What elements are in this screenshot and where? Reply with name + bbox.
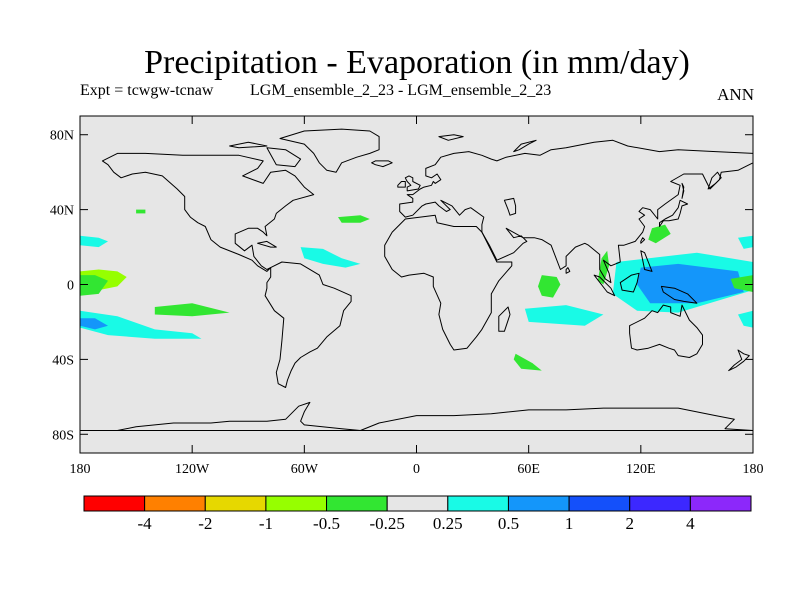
coastline-cuba (257, 240, 277, 248)
colorbar-label: 4 (686, 514, 695, 533)
anomaly-dateline-cyan-south (738, 310, 753, 328)
map-axes: 80N 40N 0 40S 80S 180 120W 60W 0 60E 120E 180 (50, 116, 764, 477)
coastline-philippines (640, 250, 653, 272)
anomaly-pacific-west-green2 (80, 275, 108, 296)
coastline-new-guinea (660, 285, 698, 304)
colorbar-swatch (447, 495, 509, 512)
colorbar-swatch (265, 495, 328, 512)
colorbar-label: -0.5 (313, 514, 340, 533)
anomaly-warm-pool-blue (637, 263, 744, 304)
coastline-eurasia (399, 139, 753, 284)
anomaly-pacific-blue-patch (80, 318, 108, 330)
chart-title: Precipitation - Evaporation (in mm/day) (144, 44, 690, 81)
y-tick-label: 40S (52, 353, 74, 368)
anomaly-indian-green-south (513, 353, 542, 371)
coastlines (80, 128, 753, 431)
coastline-sri-lanka (565, 267, 571, 274)
coastline-australia (629, 304, 703, 358)
x-tick-label: 180 (70, 462, 91, 477)
coastline-south-america (264, 261, 352, 388)
colorbar-label: -1 (259, 514, 273, 533)
colorbar: -4 -2 -1 -0.5 -0.25 0.25 0.5 1 2 4 (83, 495, 752, 533)
anomaly-atlantic-green-north (338, 215, 370, 223)
colorbar-label: -4 (138, 514, 153, 533)
coastline-baffin (266, 147, 302, 168)
coastline-madagascar (498, 306, 511, 332)
coastline-hudson-islands (229, 141, 268, 149)
coastline-novaya-zemlya (513, 139, 537, 153)
anomaly-africa-green (538, 275, 561, 298)
anomaly-pacific-cyan-band (80, 310, 202, 339)
coastline-sakhalin (681, 182, 685, 199)
season-label: ANN (717, 85, 754, 104)
colorbar-swatch (689, 495, 752, 512)
colorbar-swatch (629, 495, 691, 512)
colorbar-swatch (386, 495, 449, 512)
anomaly-warm-pool-green-east (730, 275, 753, 292)
colorbar-label: 2 (625, 514, 634, 533)
anomaly-india-green (597, 250, 610, 285)
coastline-japan (659, 199, 689, 227)
coastline-svalbard (438, 134, 464, 141)
y-tick-label: 40N (50, 204, 74, 219)
anomaly-pacific-green-north (136, 209, 146, 214)
coastline-caspian-sea (503, 197, 517, 216)
colorbar-swatch (568, 495, 631, 512)
colorbar-swatch (144, 495, 206, 512)
anomaly-pacific-green-south (154, 303, 230, 317)
x-tick-label: 0 (413, 462, 420, 477)
experiment-label: Expt = tcwgw-tcnaw (80, 82, 214, 99)
x-tick-label: 60W (291, 462, 319, 477)
anomaly-atlantic-cyan (300, 247, 361, 268)
coastline-borneo (619, 272, 640, 293)
colorbar-label: 0.5 (498, 514, 519, 533)
coastline-kamchatka (707, 171, 722, 190)
colorbar-label: -2 (198, 514, 212, 533)
coastline-new-zealand (728, 349, 750, 372)
coastline-ireland (397, 181, 406, 188)
colorbar-swatch (326, 495, 388, 512)
y-tick-label: 80S (52, 428, 74, 443)
coastline-antarctica (80, 401, 753, 431)
anomaly-fields (80, 209, 753, 371)
coastline-africa (384, 214, 513, 351)
colorbar-swatch (507, 495, 570, 512)
x-tick-label: 60E (517, 462, 540, 477)
anomaly-pacific-cyan-west-north (80, 235, 108, 248)
colorbar-label: -0.25 (369, 514, 404, 533)
colorbar-swatch (83, 495, 146, 512)
anomaly-north-west-cyan (738, 235, 753, 249)
coastline-north-america (101, 152, 315, 272)
coastline-iceland (371, 160, 393, 168)
coastline-sumatra (593, 274, 616, 297)
coastline-taiwan (640, 237, 646, 244)
ensemble-difference-label: LGM_ensemble_2_23 - LGM_ensemble_2_23 (250, 82, 552, 99)
x-tick-label: 120E (626, 462, 656, 477)
anomaly-east-asia-green (648, 224, 671, 244)
coastline-great-britain (404, 175, 421, 192)
y-tick-label: 0 (67, 279, 74, 294)
x-tick-label: 120W (175, 462, 210, 477)
colorbar-label: 1 (565, 514, 574, 533)
coastline-greenland (279, 128, 380, 173)
colorbar-label: 0.25 (433, 514, 463, 533)
y-tick-label: 80N (50, 129, 74, 144)
anomaly-indian-cyan (524, 305, 604, 326)
x-tick-label: 180 (743, 462, 764, 477)
colorbar-swatch (204, 495, 267, 512)
